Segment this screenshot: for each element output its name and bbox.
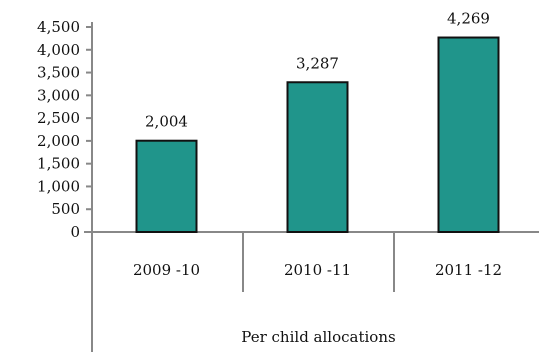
y-tick-label: 3,500 bbox=[37, 64, 80, 82]
data-labels: 2,004 3,287 4,269 bbox=[145, 10, 490, 131]
category-label-1: 2009 -10 bbox=[133, 261, 200, 279]
bar-3 bbox=[437, 36, 500, 234]
x-axis-label: Per child allocations bbox=[241, 328, 395, 346]
y-tick-label: 2,000 bbox=[37, 132, 80, 150]
category-labels: 2009 -10 2010 -11 2011 -12 bbox=[133, 261, 502, 279]
category-label-2: 2010 -11 bbox=[284, 261, 351, 279]
y-tick-label: 1,500 bbox=[37, 155, 80, 173]
y-tick-label: 3,000 bbox=[37, 86, 80, 104]
bars bbox=[135, 36, 500, 234]
bar-2 bbox=[286, 81, 349, 233]
y-axis-ticks: 0 500 1,000 1,500 2,000 2,500 3,000 3,500 4,000 4… bbox=[37, 18, 92, 241]
category-label-3: 2011 -12 bbox=[435, 261, 502, 279]
data-label-1: 2,004 bbox=[145, 113, 188, 131]
data-label-2: 3,287 bbox=[296, 54, 339, 72]
bar-1 bbox=[135, 139, 198, 233]
y-tick-label: 1,000 bbox=[37, 177, 80, 195]
y-tick-label: 4,500 bbox=[37, 18, 80, 36]
y-tick-label: 2,500 bbox=[37, 109, 80, 127]
y-tick-label: 0 bbox=[70, 223, 80, 241]
category-separators bbox=[242, 232, 395, 292]
y-tick-label: 500 bbox=[51, 200, 80, 218]
data-label-3: 4,269 bbox=[447, 10, 490, 28]
y-tick-label: 4,000 bbox=[37, 41, 80, 59]
